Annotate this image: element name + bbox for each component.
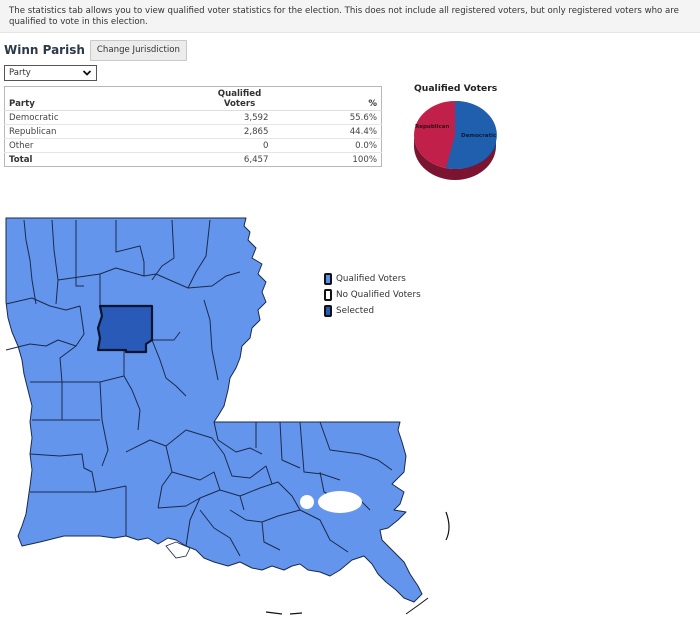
pie-label-republican: Republican	[415, 124, 449, 130]
table-row: Other 0 0.0%	[4, 139, 382, 153]
lake-pontchartrain	[318, 491, 362, 513]
chandeleur-islands	[445, 511, 450, 541]
voters-cell: 2,865	[243, 126, 269, 137]
legend-swatch-icon	[324, 289, 332, 301]
col-percent: %	[284, 86, 382, 111]
table-row: Democratic 3,592 55.6%	[4, 111, 382, 125]
group-by-select[interactable]: Party	[4, 65, 97, 81]
percent-cell: 55.6%	[349, 112, 377, 123]
legend-label: Selected	[336, 306, 375, 316]
legend-swatch-icon	[324, 273, 332, 285]
pie-title: Qualified Voters	[414, 83, 498, 94]
col-qualified-voters: Qualified Voters	[194, 86, 285, 111]
pie-chart: Qualified Voters Republican Democratic	[405, 80, 515, 185]
total-label: Total	[9, 154, 33, 165]
voters-cell: 3,592	[243, 112, 269, 123]
qualified-voters-table: Party Qualified Voters % Democratic 3,59…	[4, 86, 382, 167]
legend-item-qualified: Qualified Voters	[324, 271, 421, 287]
table-row: Republican 2,865 44.4%	[4, 125, 382, 139]
calcasieu-lake	[165, 541, 191, 559]
legend-item-selected: Selected	[324, 303, 421, 319]
legend-item-no-qualified: No Qualified Voters	[324, 287, 421, 303]
delta-tip	[405, 597, 429, 615]
party-cell: Other	[9, 140, 34, 151]
pie-graphic: Republican Democratic	[414, 100, 497, 180]
col-party: Party	[4, 86, 195, 111]
chevron-down-icon	[82, 70, 92, 76]
map-legend: Qualified Voters No Qualified Voters Sel…	[324, 271, 421, 319]
louisiana-parish-map[interactable]	[0, 210, 470, 629]
parish-winn-selected[interactable]	[96, 304, 154, 354]
col-qualified-line1: Qualified	[217, 89, 262, 99]
map-graphic[interactable]	[0, 210, 470, 629]
coastal-islands	[265, 611, 303, 615]
total-percent: 100%	[352, 154, 377, 165]
jurisdiction-title: Winn Parish	[4, 43, 85, 57]
legend-label: Qualified Voters	[336, 274, 406, 284]
legend-label: No Qualified Voters	[336, 290, 421, 300]
voters-cell: 0	[263, 140, 269, 151]
table-header-row: Party Qualified Voters %	[4, 86, 382, 111]
percent-cell: 0.0%	[355, 140, 377, 151]
col-qualified-line2: Voters	[223, 99, 256, 109]
legend-swatch-icon	[324, 305, 332, 317]
change-jurisdiction-button[interactable]: Change Jurisdiction	[89, 39, 187, 61]
info-box: The statistics tab allows you to view qu…	[0, 0, 700, 33]
info-text: The statistics tab allows you to view qu…	[9, 6, 679, 27]
party-cell: Republican	[9, 126, 57, 137]
pie-slice-democratic	[446, 100, 497, 169]
party-cell: Democratic	[9, 112, 59, 123]
percent-cell: 44.4%	[349, 126, 377, 137]
jurisdiction-header: Winn Parish Change Jurisdiction	[4, 39, 187, 61]
lake-maurepas	[300, 495, 314, 509]
total-voters: 6,457	[243, 154, 269, 165]
table-total-row: Total 6,457 100%	[5, 153, 382, 167]
group-by-selected-value: Party	[9, 68, 31, 78]
pie-label-democratic: Democratic	[461, 133, 496, 139]
